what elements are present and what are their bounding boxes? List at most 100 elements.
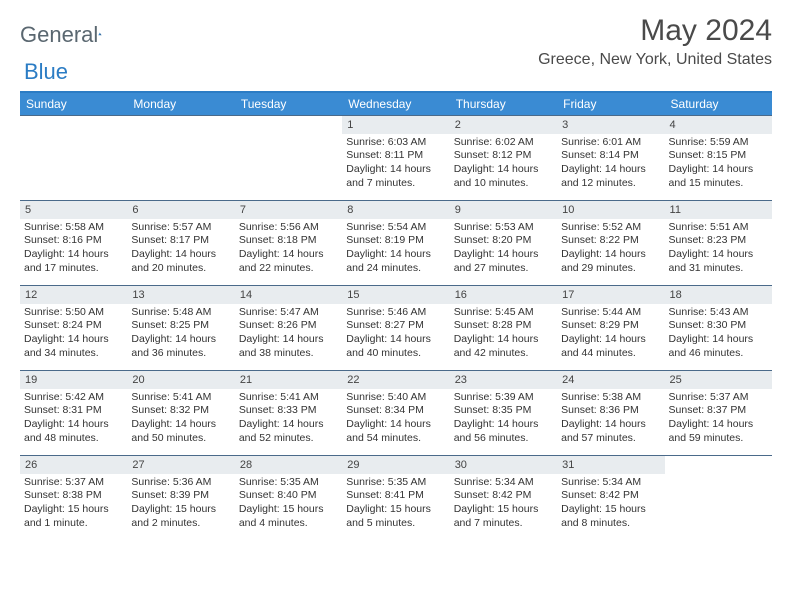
brand-logo: General (20, 14, 122, 48)
dow-friday: Friday (557, 93, 664, 115)
day-number: 22 (342, 371, 449, 389)
day-number: 20 (127, 371, 234, 389)
sunset: Sunset: 8:40 PM (239, 489, 338, 503)
day-cell: 19Sunrise: 5:42 AMSunset: 8:31 PMDayligh… (20, 371, 127, 455)
sunset: Sunset: 8:16 PM (24, 234, 123, 248)
week-row: 5Sunrise: 5:58 AMSunset: 8:16 PMDaylight… (20, 200, 772, 285)
day-cell: 17Sunrise: 5:44 AMSunset: 8:29 PMDayligh… (557, 286, 664, 370)
sunrise: Sunrise: 5:37 AM (24, 476, 123, 490)
sunset: Sunset: 8:33 PM (239, 404, 338, 418)
daylight: and 12 minutes. (561, 177, 660, 191)
daylight: Daylight: 14 hours (561, 248, 660, 262)
daylight: Daylight: 14 hours (454, 163, 553, 177)
sunrise: Sunrise: 5:34 AM (561, 476, 660, 490)
day-number: 31 (557, 456, 664, 474)
day-cell: 9Sunrise: 5:53 AMSunset: 8:20 PMDaylight… (450, 201, 557, 285)
sunrise: Sunrise: 5:45 AM (454, 306, 553, 320)
sunrise: Sunrise: 5:42 AM (24, 391, 123, 405)
brand-part2: Blue (24, 59, 68, 85)
day-number: 30 (450, 456, 557, 474)
day-cell: 31Sunrise: 5:34 AMSunset: 8:42 PMDayligh… (557, 456, 664, 540)
sunset: Sunset: 8:26 PM (239, 319, 338, 333)
daylight: Daylight: 14 hours (131, 418, 230, 432)
daylight: Daylight: 14 hours (669, 418, 768, 432)
day-info: Sunrise: 5:37 AMSunset: 8:37 PMDaylight:… (665, 391, 772, 450)
day-number: 7 (235, 201, 342, 219)
day-info: Sunrise: 5:51 AMSunset: 8:23 PMDaylight:… (665, 221, 772, 280)
brand-part1: General (20, 22, 98, 48)
sunrise: Sunrise: 5:35 AM (346, 476, 445, 490)
sunrise: Sunrise: 6:02 AM (454, 136, 553, 150)
daylight: Daylight: 14 hours (669, 248, 768, 262)
sunset: Sunset: 8:38 PM (24, 489, 123, 503)
day-cell: 1Sunrise: 6:03 AMSunset: 8:11 PMDaylight… (342, 116, 449, 200)
empty-cell: . (665, 456, 772, 540)
sunrise: Sunrise: 5:46 AM (346, 306, 445, 320)
day-cell: 3Sunrise: 6:01 AMSunset: 8:14 PMDaylight… (557, 116, 664, 200)
day-number: 8 (342, 201, 449, 219)
daylight: Daylight: 15 hours (131, 503, 230, 517)
sunset: Sunset: 8:37 PM (669, 404, 768, 418)
empty-cell: . (235, 116, 342, 200)
sunset: Sunset: 8:15 PM (669, 149, 768, 163)
day-cell: 10Sunrise: 5:52 AMSunset: 8:22 PMDayligh… (557, 201, 664, 285)
day-cell: 18Sunrise: 5:43 AMSunset: 8:30 PMDayligh… (665, 286, 772, 370)
day-info: Sunrise: 6:01 AMSunset: 8:14 PMDaylight:… (557, 136, 664, 195)
sunset: Sunset: 8:31 PM (24, 404, 123, 418)
day-cell: 28Sunrise: 5:35 AMSunset: 8:40 PMDayligh… (235, 456, 342, 540)
sunset: Sunset: 8:18 PM (239, 234, 338, 248)
daylight: Daylight: 14 hours (24, 333, 123, 347)
sunrise: Sunrise: 5:39 AM (454, 391, 553, 405)
daylight: and 8 minutes. (561, 517, 660, 531)
sunrise: Sunrise: 6:01 AM (561, 136, 660, 150)
day-cell: 6Sunrise: 5:57 AMSunset: 8:17 PMDaylight… (127, 201, 234, 285)
calendar: SundayMondayTuesdayWednesdayThursdayFrid… (20, 91, 772, 540)
sunset: Sunset: 8:17 PM (131, 234, 230, 248)
daylight: Daylight: 14 hours (346, 248, 445, 262)
empty-cell: . (127, 116, 234, 200)
day-info: Sunrise: 5:44 AMSunset: 8:29 PMDaylight:… (557, 306, 664, 365)
day-number: 5 (20, 201, 127, 219)
sunrise: Sunrise: 5:59 AM (669, 136, 768, 150)
daylight: and 59 minutes. (669, 432, 768, 446)
dow-thursday: Thursday (450, 93, 557, 115)
day-cell: 13Sunrise: 5:48 AMSunset: 8:25 PMDayligh… (127, 286, 234, 370)
day-number: 4 (665, 116, 772, 134)
location: Greece, New York, United States (538, 51, 772, 69)
sunset: Sunset: 8:36 PM (561, 404, 660, 418)
sunrise: Sunrise: 5:43 AM (669, 306, 768, 320)
sunset: Sunset: 8:35 PM (454, 404, 553, 418)
daylight: and 50 minutes. (131, 432, 230, 446)
dow-row: SundayMondayTuesdayWednesdayThursdayFrid… (20, 93, 772, 115)
day-info: Sunrise: 5:39 AMSunset: 8:35 PMDaylight:… (450, 391, 557, 450)
day-info: Sunrise: 5:41 AMSunset: 8:33 PMDaylight:… (235, 391, 342, 450)
day-number: 18 (665, 286, 772, 304)
sunrise: Sunrise: 5:48 AM (131, 306, 230, 320)
daylight: and 34 minutes. (24, 347, 123, 361)
sunset: Sunset: 8:34 PM (346, 404, 445, 418)
daylight: Daylight: 15 hours (24, 503, 123, 517)
daylight: and 5 minutes. (346, 517, 445, 531)
day-info: Sunrise: 5:48 AMSunset: 8:25 PMDaylight:… (127, 306, 234, 365)
sunrise: Sunrise: 5:41 AM (131, 391, 230, 405)
day-info: Sunrise: 5:56 AMSunset: 8:18 PMDaylight:… (235, 221, 342, 280)
daylight: and 1 minute. (24, 517, 123, 531)
day-number: 11 (665, 201, 772, 219)
day-cell: 15Sunrise: 5:46 AMSunset: 8:27 PMDayligh… (342, 286, 449, 370)
day-number: 1 (342, 116, 449, 134)
day-cell: 22Sunrise: 5:40 AMSunset: 8:34 PMDayligh… (342, 371, 449, 455)
day-info: Sunrise: 5:50 AMSunset: 8:24 PMDaylight:… (20, 306, 127, 365)
month-title: May 2024 (538, 14, 772, 49)
sunrise: Sunrise: 5:56 AM (239, 221, 338, 235)
daylight: Daylight: 14 hours (239, 333, 338, 347)
sunset: Sunset: 8:24 PM (24, 319, 123, 333)
week-row: 12Sunrise: 5:50 AMSunset: 8:24 PMDayligh… (20, 285, 772, 370)
sunrise: Sunrise: 5:34 AM (454, 476, 553, 490)
week-row: ...1Sunrise: 6:03 AMSunset: 8:11 PMDayli… (20, 115, 772, 200)
dow-sunday: Sunday (20, 93, 127, 115)
sunset: Sunset: 8:23 PM (669, 234, 768, 248)
day-info: Sunrise: 5:52 AMSunset: 8:22 PMDaylight:… (557, 221, 664, 280)
sunset: Sunset: 8:14 PM (561, 149, 660, 163)
daylight: Daylight: 15 hours (561, 503, 660, 517)
day-cell: 4Sunrise: 5:59 AMSunset: 8:15 PMDaylight… (665, 116, 772, 200)
